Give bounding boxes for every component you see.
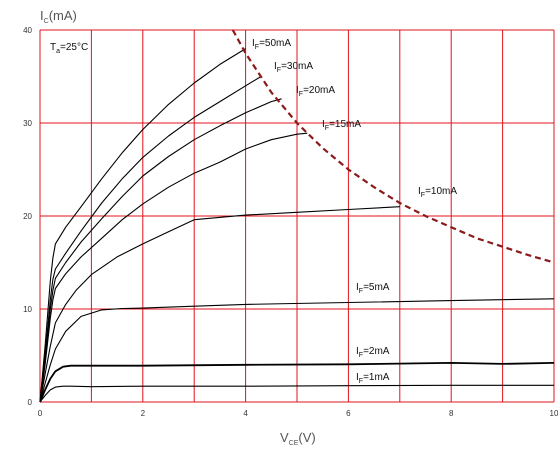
series-line-3 [39,132,308,403]
series-line-2 [39,98,282,403]
tick-labels: 0 2 4 6 8 10 0 10 20 30 40 [23,26,558,418]
x-tick-label: 0 [38,409,43,418]
x-tick-label: 6 [346,409,351,418]
series-line-7 [39,384,554,403]
series-line-0 [39,48,246,403]
power-limit [231,29,555,264]
temperature-annotation: Ta=25°C [50,42,88,55]
x-tick-label: 2 [141,409,146,418]
curve-label: IF=10mA [418,186,457,199]
curve-label: IF=20mA [296,85,335,98]
y-tick-label: 0 [28,398,33,407]
grid [39,29,555,403]
curve-label: IF=50mA [252,38,291,51]
series-line-1 [39,76,262,403]
series-line-4 [39,206,400,403]
curve-label: IF=30mA [274,61,313,74]
y-tick-label: 10 [23,305,32,314]
x-tick-label: 4 [243,409,248,418]
series-line-6 [39,361,555,403]
y-axis-label: IC(mA) [40,8,77,25]
curve-label: IF=2mA [356,346,390,359]
x-axis-label: VCE(V) [280,430,316,447]
y-tick-label: 30 [23,119,32,128]
curve-label: IF=1mA [356,372,390,385]
curve-label: IF=5mA [356,282,390,295]
curve-label: IF=15mA [322,119,361,132]
power-limit-curve [231,29,555,264]
x-tick-label: 10 [550,409,558,418]
y-tick-label: 40 [23,26,32,35]
series-line-5 [39,298,555,403]
x-tick-label: 8 [449,409,454,418]
curve-labels: IF=50mA IF=30mA IF=20mA IF=15mA IF=10mA IF=5m… [252,38,457,385]
curves [39,48,555,403]
y-tick-label: 20 [23,212,32,221]
